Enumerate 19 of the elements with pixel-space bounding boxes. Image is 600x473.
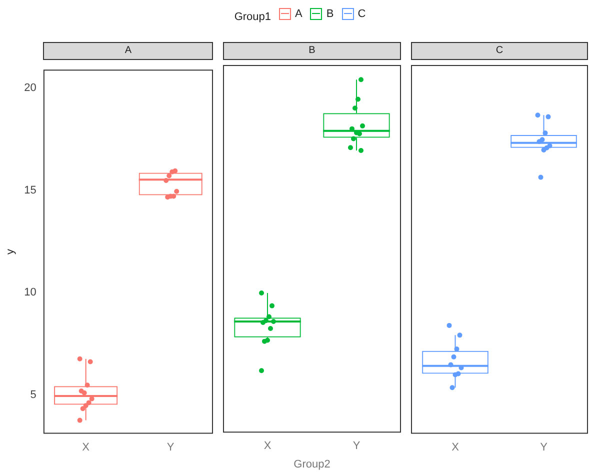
x-tick-label: X: [452, 441, 460, 454]
x-tick-label: Y: [540, 441, 548, 454]
legend-label: C: [358, 8, 366, 20]
legend-title: Group1: [234, 11, 272, 23]
chart-title: C: [411, 42, 588, 60]
y-tick-label: 15: [24, 184, 36, 196]
x-tick-label: Y: [166, 441, 175, 454]
y-tick-label: 20: [24, 82, 36, 94]
chart-title: A: [43, 42, 213, 60]
x-tick-label: X: [82, 441, 90, 454]
y-tick-label: 10: [24, 286, 36, 299]
y-axis-title: y: [4, 248, 17, 254]
y-tick-label: 5: [30, 388, 36, 401]
x-axis-title: Group2: [294, 458, 330, 470]
legend-label: B: [326, 8, 334, 20]
x-tick-label: X: [264, 440, 272, 452]
legend-label: A: [295, 8, 302, 20]
x-tick-label: Y: [352, 440, 361, 452]
chart-title: B: [223, 42, 401, 60]
